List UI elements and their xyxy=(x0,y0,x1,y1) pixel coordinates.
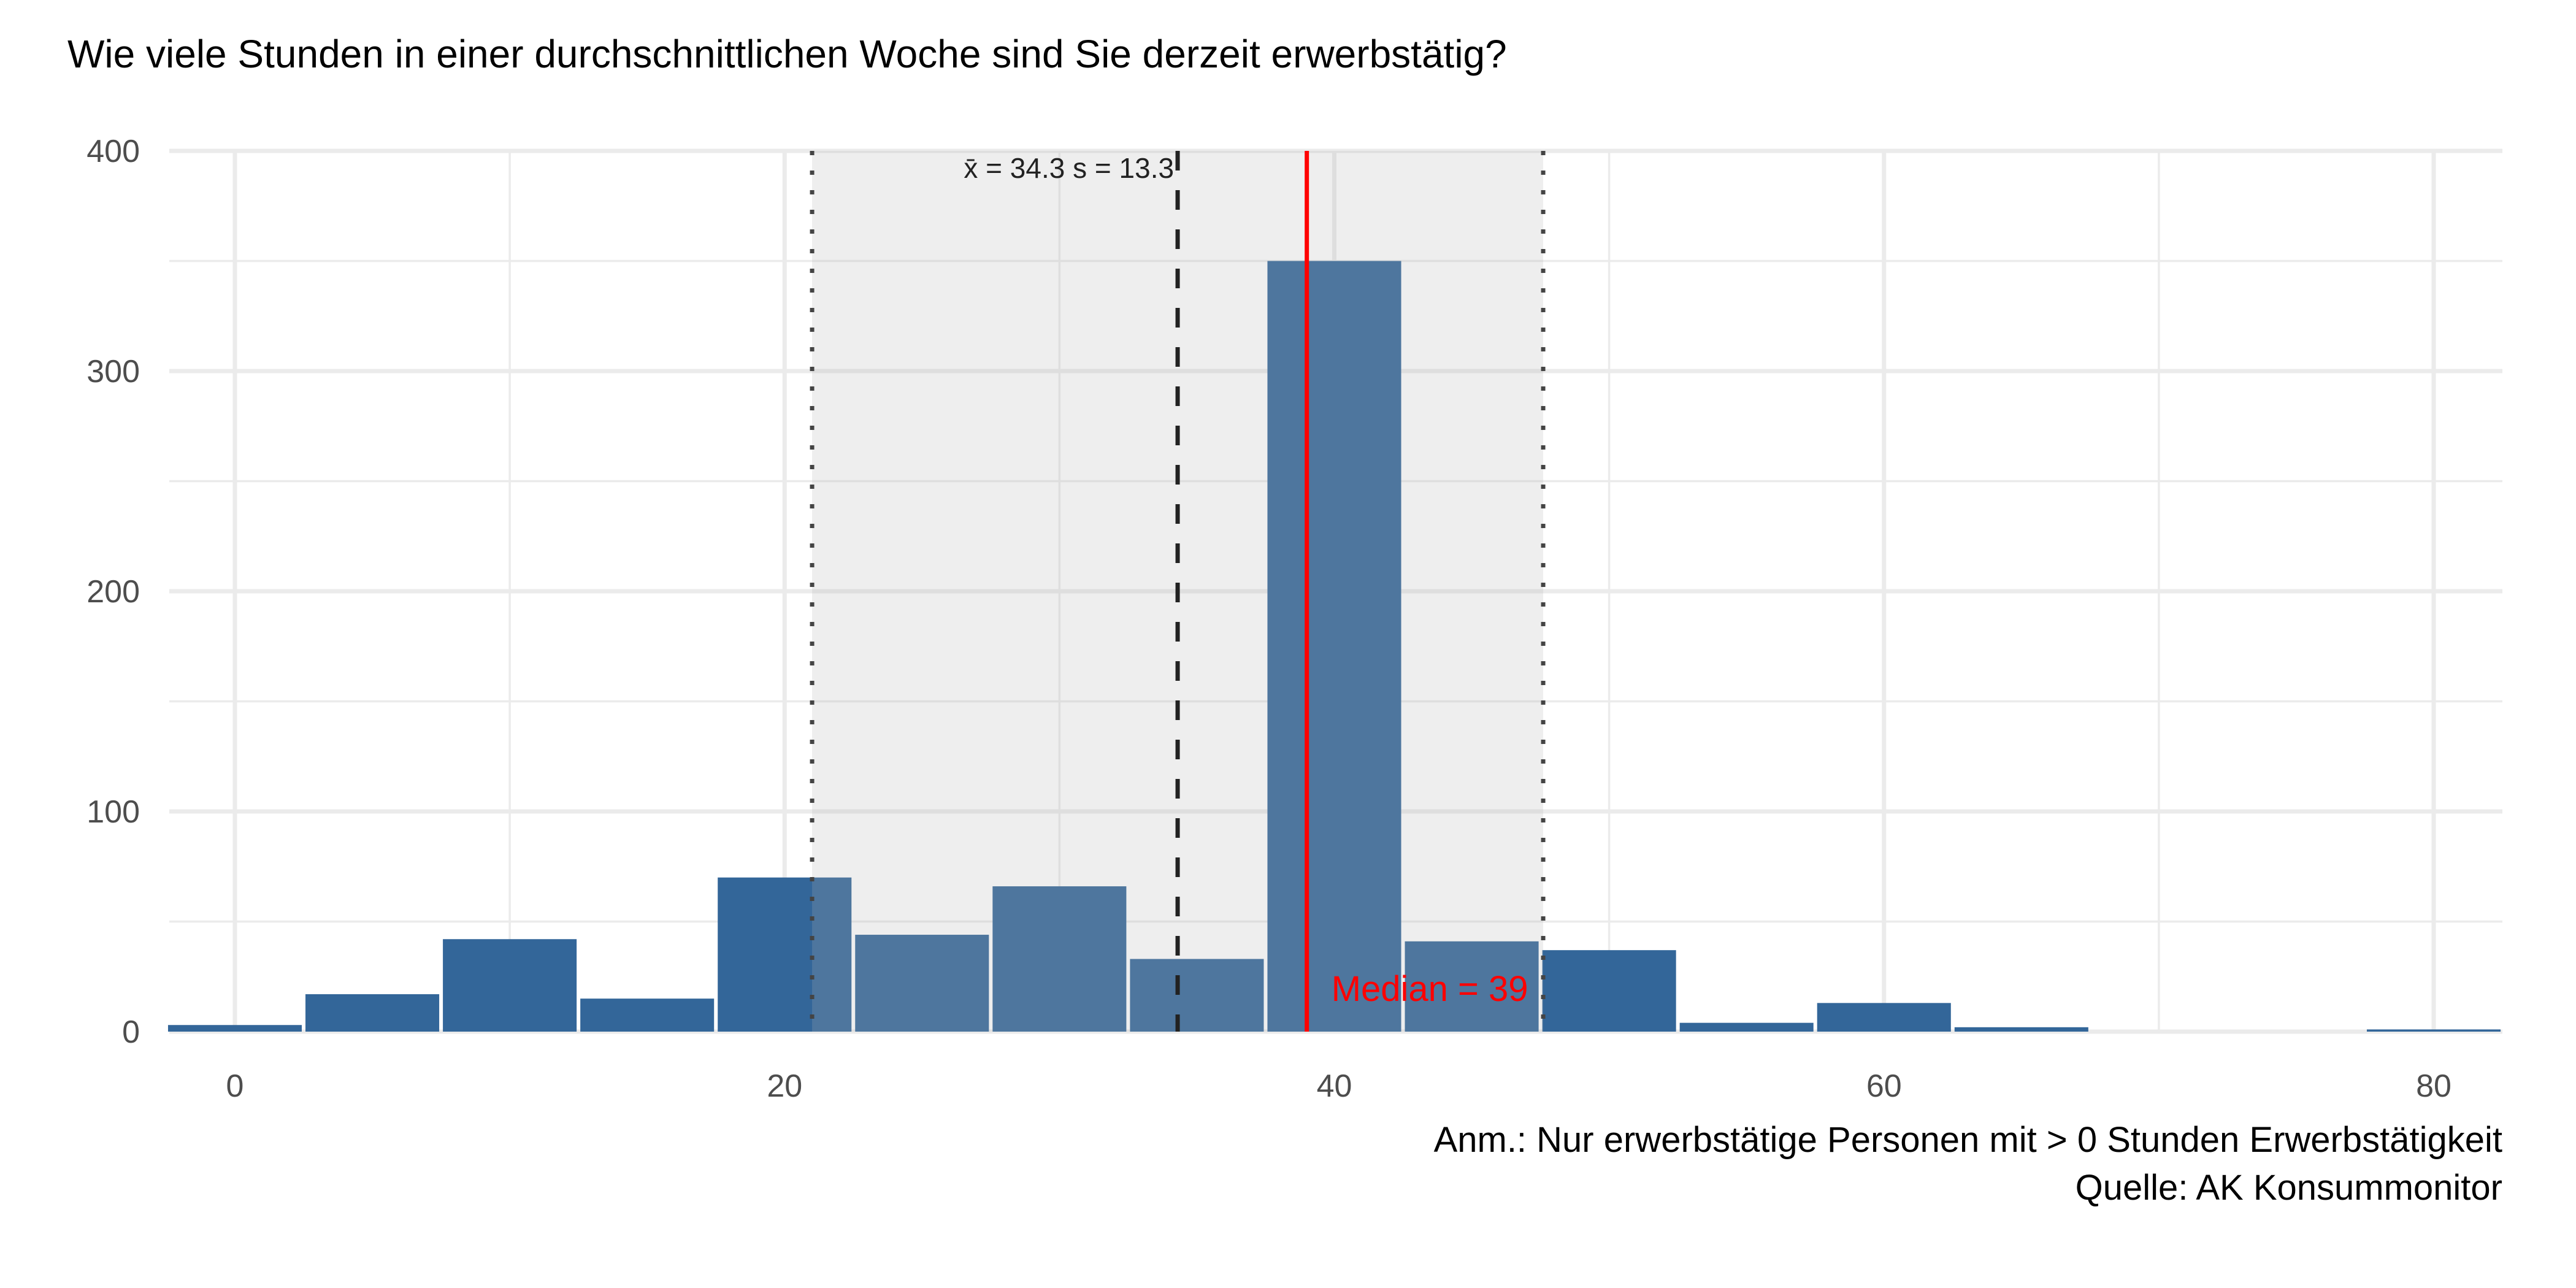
y-tick-label: 300 xyxy=(86,354,140,389)
reference-lines xyxy=(810,151,1546,1032)
caption-note: Anm.: Nur erwerbstätige Personen mit > 0… xyxy=(1434,1120,2502,1160)
mean-sd-label: x̄ = 34.3 s = 13.3 xyxy=(964,152,1174,184)
x-tick-label: 40 xyxy=(1317,1068,1352,1104)
x-tick-label: 80 xyxy=(2416,1068,2451,1104)
histogram-bar xyxy=(167,1025,302,1032)
bars xyxy=(167,261,2501,1032)
histogram-bar xyxy=(1679,1022,1814,1032)
x-tick-label: 60 xyxy=(1866,1068,1902,1104)
x-tick-label: 20 xyxy=(767,1068,802,1104)
histogram-bar xyxy=(1542,950,1676,1032)
caption-source: Quelle: AK Konsummonitor xyxy=(2076,1168,2502,1208)
y-tick-label: 200 xyxy=(86,574,140,610)
axis-ticks: 0 20 40 60 80 0 100 200 300 400 xyxy=(86,134,2451,1104)
histogram-bar xyxy=(1817,1003,1951,1032)
chart-title: Wie viele Stunden in einer durchschnittl… xyxy=(67,32,1507,76)
histogram-bar xyxy=(1405,941,1539,1032)
histogram-bar xyxy=(855,935,989,1032)
y-tick-label: 100 xyxy=(86,794,140,830)
histogram-bar xyxy=(305,994,440,1032)
histogram-bar xyxy=(1267,261,1401,1032)
histogram-bar xyxy=(580,999,715,1032)
histogram-bar xyxy=(2366,1029,2501,1032)
y-tick-label: 400 xyxy=(86,134,140,169)
histogram-bar xyxy=(1130,959,1264,1032)
median-label: Median = 39 xyxy=(1332,969,1528,1009)
histogram-bar xyxy=(1954,1027,2088,1032)
y-tick-label: 0 xyxy=(122,1014,140,1050)
histogram-bar xyxy=(718,877,852,1032)
histogram-bar xyxy=(992,886,1127,1032)
x-tick-label: 0 xyxy=(226,1068,244,1104)
histogram-bar xyxy=(443,939,577,1032)
